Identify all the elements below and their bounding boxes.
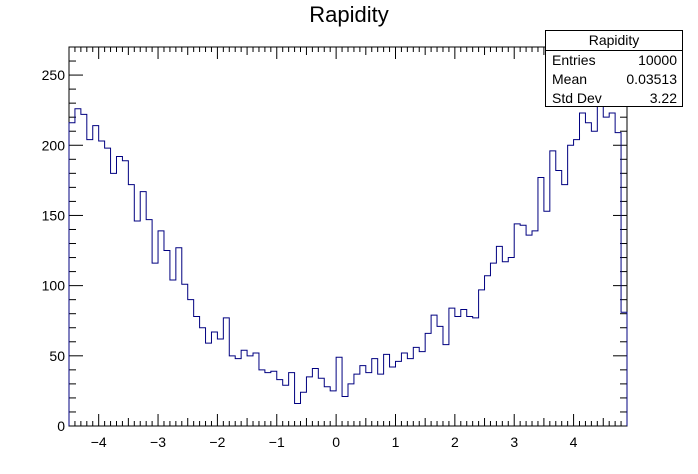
stats-value: 10000: [638, 52, 677, 68]
x-tick-label: 2: [451, 434, 459, 450]
stats-row-entries: Entries 10000: [546, 51, 682, 70]
stats-row-stddev: Std Dev 3.22: [546, 89, 682, 108]
chart-title: Rapidity: [309, 2, 389, 27]
y-tick-label: 250: [42, 67, 66, 83]
y-tick-label: 50: [49, 348, 65, 364]
x-tick-label: 0: [332, 434, 340, 450]
y-tick-label: 0: [57, 418, 65, 434]
stats-title: Rapidity: [546, 31, 682, 51]
stats-value: 0.03513: [626, 71, 677, 87]
y-tick-label: 150: [42, 207, 66, 223]
x-tick-label: −4: [91, 434, 107, 450]
stats-label: Entries: [552, 52, 596, 68]
stats-label: Std Dev: [552, 90, 602, 106]
y-tick-label: 100: [42, 278, 66, 294]
x-tick-label: −1: [269, 434, 285, 450]
histogram-line: [68, 104, 628, 426]
y-axis: 0 50 100 150 200 250: [42, 46, 627, 434]
stats-row-mean: Mean 0.03513: [546, 70, 682, 89]
stats-box: Rapidity Entries 10000 Mean 0.03513 Std …: [545, 30, 683, 107]
x-tick-label: 1: [392, 434, 400, 450]
plot-frame: [68, 46, 628, 427]
x-tick-label: 4: [570, 434, 578, 450]
stats-value: 3.22: [649, 90, 677, 106]
y-tick-label: 200: [42, 137, 66, 153]
x-tick-label: −2: [209, 434, 225, 450]
stats-label: Mean: [552, 71, 588, 87]
x-tick-label: −3: [150, 434, 166, 450]
x-tick-label: 3: [510, 434, 518, 450]
